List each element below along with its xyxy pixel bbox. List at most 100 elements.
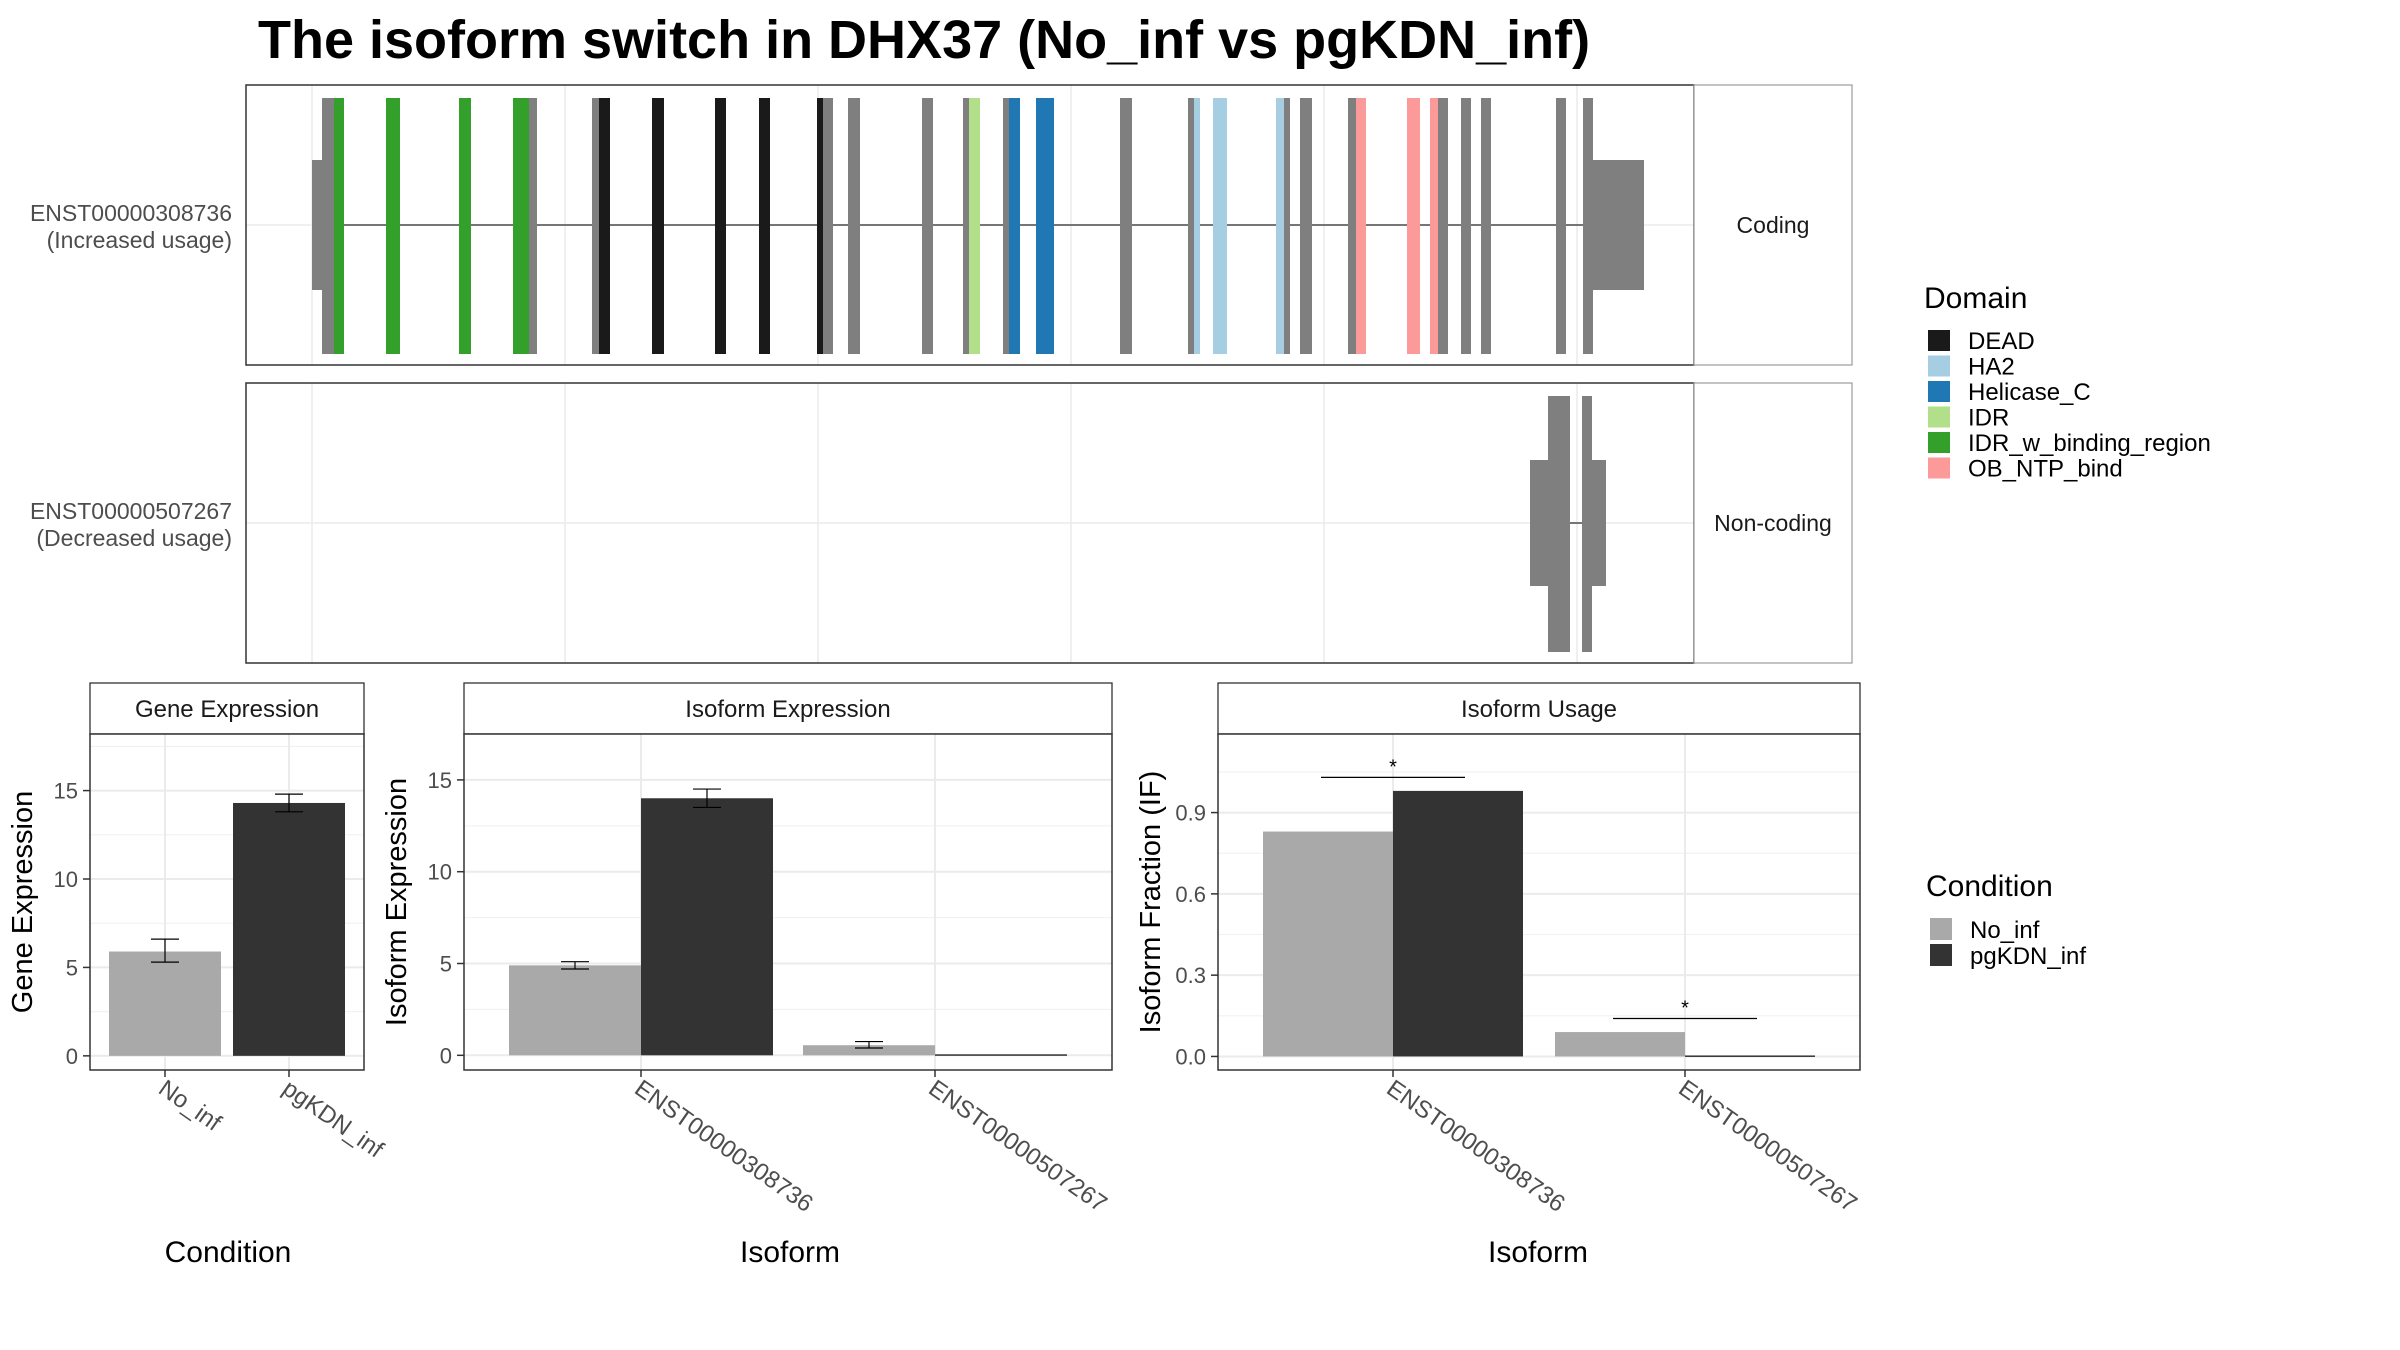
y-tick-label: 0.3 [1175,963,1206,988]
panel-strip [463,682,1113,735]
domain-legend-label: OB_NTP_bind [1968,456,2123,483]
significance-marker: * [1681,998,1689,1020]
condition-legend-label: No_inf [1970,917,2040,944]
utr-5prime [312,160,324,290]
exon-feature [1582,396,1592,652]
figure-title: The isoform switch in DHX37 (No_inf vs p… [258,10,1590,70]
domain-feature-idr-w-binding-region [459,98,471,354]
y-tick-label: 5 [440,952,452,977]
bar-pgkdn-inf [1393,790,1523,1057]
bar-no-inf [803,1045,935,1056]
x-tick-label: ENST00000308736 [630,1075,818,1218]
exon-feature [1481,98,1491,354]
transcript-panel-coding [245,84,1695,366]
exon-feature [1530,460,1550,586]
y-tick-label: 0 [440,1043,452,1068]
domain-legend-swatch [1928,381,1950,402]
exon-feature [1590,460,1606,586]
exon-feature [1583,98,1593,354]
exon-feature [529,98,537,354]
exon-feature [1548,396,1570,652]
domain-legend-swatch [1928,406,1950,428]
domain-feature-dead [599,98,610,354]
x-axis-title: Condition [165,1236,292,1269]
exon-feature [823,98,833,354]
transcript-type-label: Coding [1737,212,1810,238]
exon-feature [1348,98,1356,354]
y-tick-label: 10 [54,867,78,892]
exon-feature [1461,98,1471,354]
y-tick-label: 0.0 [1175,1044,1206,1069]
bar-no-inf [1263,831,1393,1057]
bar-pgkdn-inf [641,798,773,1056]
panel-strip-label: Isoform Usage [1461,696,1617,723]
gene-expression-chart: Gene Expression 0 5 10 15 No_inf pgKDN_inf Cond… [7,682,389,1269]
y-axis-title: Isoform Expression [381,778,413,1026]
domain-feature-dead [759,98,770,354]
plot-border [89,733,365,1071]
exon-feature [1120,98,1132,354]
y-tick-label: 0.6 [1175,882,1206,907]
exon-feature [963,98,969,354]
bar-pgkdn-inf [935,1054,1067,1056]
domain-feature-dead [715,98,726,354]
exon-features [1530,396,1606,652]
x-tick-label: pgKDN_inf [278,1075,389,1164]
bar-no-inf [109,951,221,1056]
panel-strip-label: Isoform Expression [685,696,890,723]
domain-feature-ob-ntp-bind [1356,98,1366,354]
transcript-label-id: ENST00000507267 [30,498,232,524]
isoform-usage-chart: Isoform Usage 0.0 0.3 0.6 0.9 * * ENST000003087… [1135,682,1862,1269]
exon-feature [1188,98,1194,354]
domain-legend-label: DEAD [1968,328,2035,355]
x-tick-label: ENST00000507267 [924,1075,1112,1218]
x-tick-label: ENST00000507267 [1674,1075,1862,1218]
isoform-expression-chart: Isoform Expression 0 5 10 15 ENST00000308736 E… [381,682,1113,1269]
panel-strip [89,682,365,735]
y-tick-label: 15 [428,768,452,793]
domain-feature-ha2 [1276,98,1284,354]
transcript-panel-noncoding [245,382,1695,664]
y-tick-label: 15 [54,779,78,804]
bar-pgkdn-inf [1685,1055,1815,1057]
domain-feature-dead [817,98,823,354]
domain-legend-swatch [1928,457,1950,479]
y-tick-label: 0.9 [1175,801,1206,826]
exon-feature [1438,98,1448,354]
exon-features [312,98,1644,354]
exon-feature [1284,98,1290,354]
utr-3prime [1590,160,1644,290]
exon-feature [322,98,334,354]
condition-legend-label: pgKDN_inf [1970,943,2086,970]
plot-border [1217,733,1861,1071]
domain-feature-ob-ntp-bind [1407,98,1420,354]
transcript-label-usage: (Decreased usage) [36,525,232,551]
domain-legend-swatch [1928,330,1950,351]
y-tick-label: 10 [428,860,452,885]
transcript-strip-coding: Coding [1693,84,1853,366]
plot-border [463,733,1113,1071]
domain-feature-idr [969,98,980,354]
condition-legend-title: Condition [1926,870,2053,903]
bar-no-inf [1555,1032,1685,1057]
panel-strip-label: Gene Expression [135,696,319,723]
exon-feature [922,98,933,354]
domain-feature-ha2 [1213,98,1227,354]
domain-feature-helicase-c [1036,98,1054,354]
domain-feature-idr-w-binding-region [513,98,529,354]
domain-feature-ha2 [1194,98,1200,354]
domain-feature-helicase-c [1009,98,1020,354]
domain-legend-label: HA2 [1968,354,2015,381]
bar-pgkdn-inf [233,802,345,1056]
x-tick-label: No_inf [154,1075,227,1137]
y-axis-title: Gene Expression [7,791,39,1013]
y-tick-label: 0 [66,1044,78,1069]
x-tick-label: ENST00000308736 [1382,1075,1570,1218]
domain-legend-label: Helicase_C [1968,379,2091,406]
transcript-label-usage: (Increased usage) [47,227,232,253]
domain-feature-idr-w-binding-region [334,98,344,354]
exon-feature [592,98,599,354]
x-axis-title: Isoform [1488,1236,1588,1269]
